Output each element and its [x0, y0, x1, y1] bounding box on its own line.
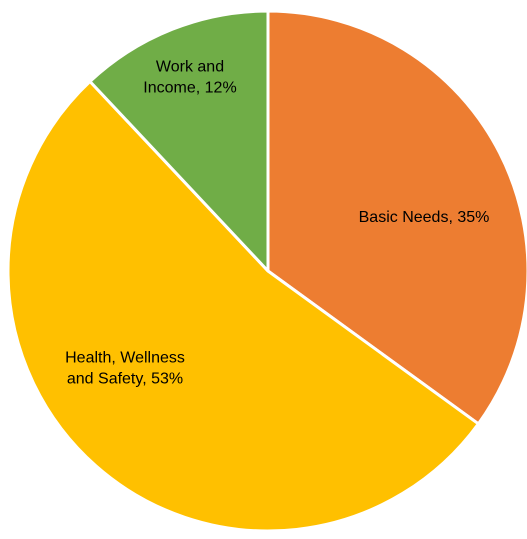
data-label-line: Work and: [156, 59, 224, 76]
pie-slices: [6, 9, 527, 533]
data-label-line: Basic Needs, 35%: [359, 209, 490, 226]
pie-slice-basic-needs: [266, 9, 527, 426]
pie-slice-work-and-income: [88, 9, 270, 273]
data-label-line: Income, 12%: [143, 80, 236, 97]
data-label-line: Health, Wellness: [65, 350, 185, 367]
data-label-basic-needs: Basic Needs, 35%: [359, 209, 490, 226]
data-label-work-and-income: Work and Income, 12%: [143, 59, 236, 97]
pie-slice-health-wellness-and-safety: [6, 79, 480, 533]
data-label-line: and Safety, 53%: [67, 371, 183, 388]
data-label-health-wellness-and-safety: Health, Wellness and Safety, 53%: [65, 350, 185, 388]
pie-data-labels: Basic Needs, 35% Health, Wellness and Safe…: [65, 59, 489, 388]
